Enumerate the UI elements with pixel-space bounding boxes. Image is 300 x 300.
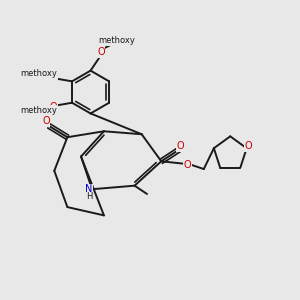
Text: O: O	[50, 71, 57, 81]
Text: H: H	[86, 192, 92, 201]
Text: O: O	[176, 141, 184, 152]
Text: methoxy: methoxy	[20, 106, 57, 115]
Text: O: O	[50, 102, 57, 112]
Text: O: O	[244, 141, 252, 151]
Text: O: O	[97, 47, 105, 57]
Text: O: O	[184, 160, 191, 170]
Text: O: O	[42, 116, 50, 127]
Text: methoxy: methoxy	[20, 69, 57, 78]
Text: N: N	[85, 184, 93, 194]
Text: methoxy: methoxy	[98, 36, 135, 45]
